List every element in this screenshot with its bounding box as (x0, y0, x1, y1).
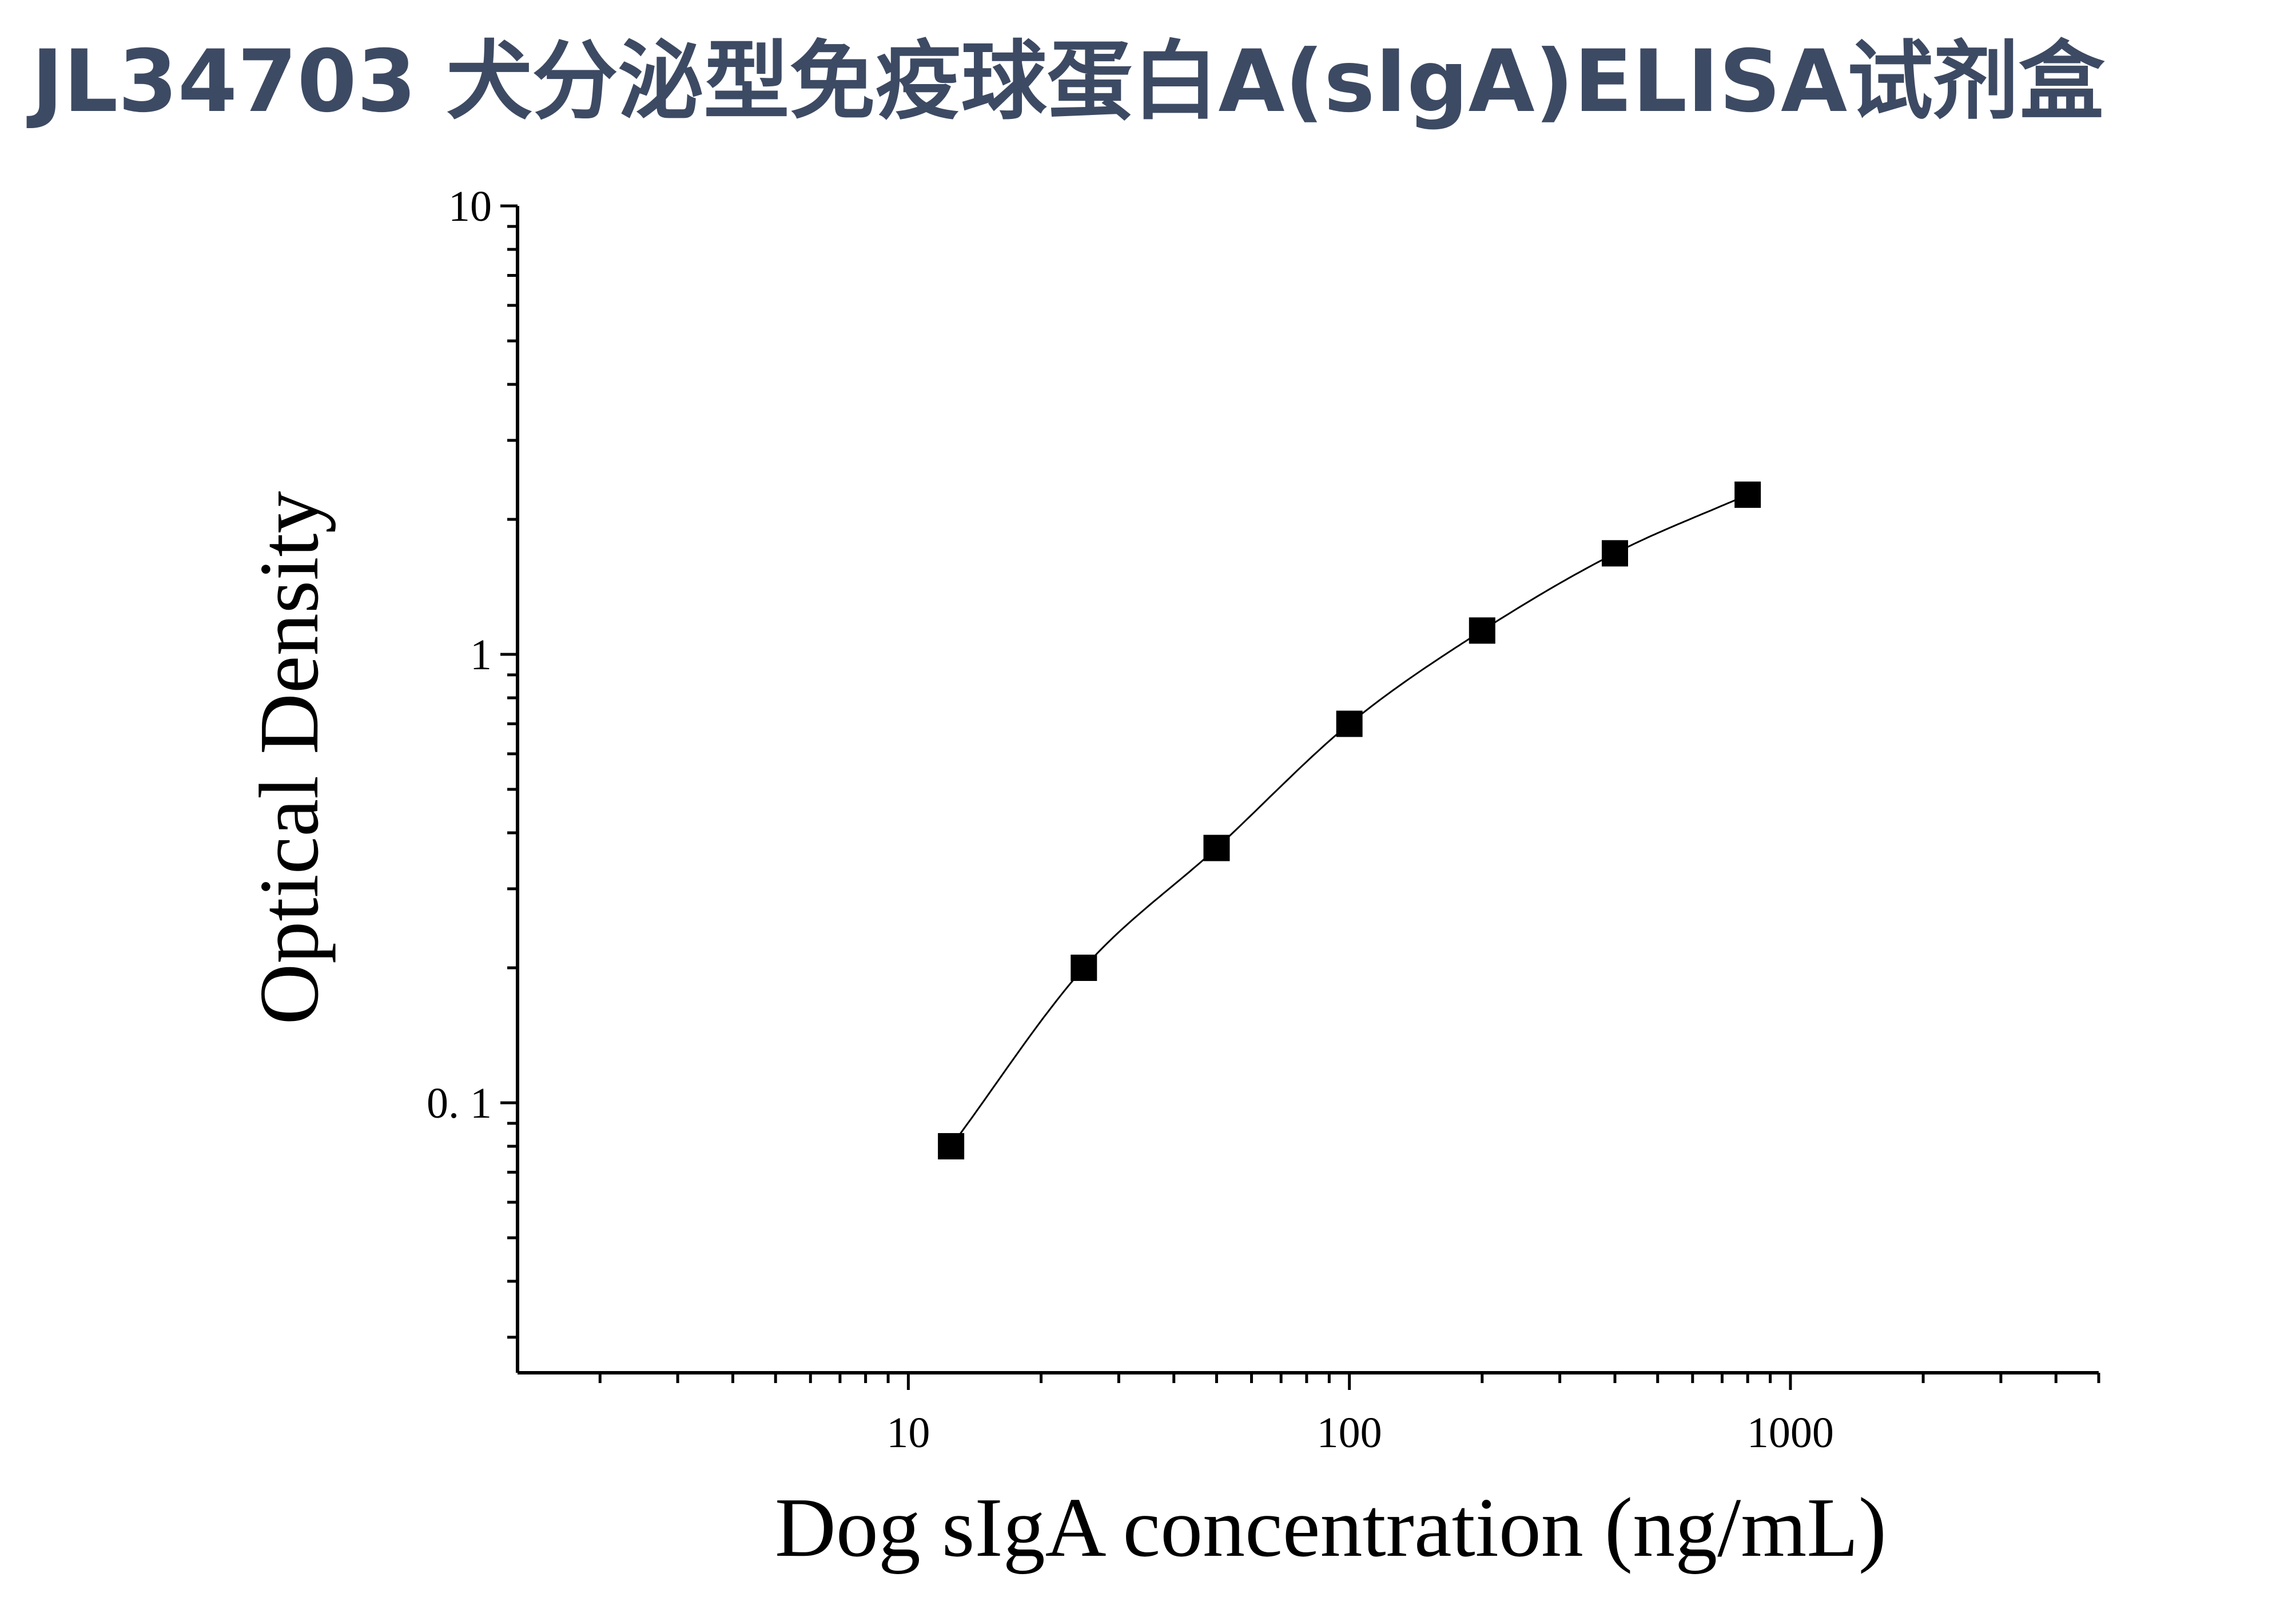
x-tick-label: 10 (886, 1409, 930, 1457)
data-point (1336, 710, 1363, 737)
x-axis-title: Dog sIgA concentration (ng/mL) (775, 1481, 1887, 1575)
fit-curve-layer (950, 494, 1748, 1147)
y-tick-label: 0. 1 (427, 1079, 492, 1127)
x-tick-label: 100 (1317, 1409, 1382, 1457)
data-point (1469, 617, 1495, 644)
fit-curve (950, 494, 1748, 1147)
data-point (1601, 540, 1628, 567)
page-title: JL34703 犬分泌型免疫球蛋白A(sIgA)ELISA试剂盒 (31, 32, 2105, 132)
axes: 10 100 1000 0. 1 1 10 (427, 182, 2100, 1457)
data-markers (938, 481, 1761, 1159)
x-tick-label: 1000 (1747, 1409, 1834, 1457)
data-point (1734, 481, 1761, 508)
data-point (938, 1133, 965, 1159)
y-tick-label: 10 (448, 182, 492, 231)
y-axis-title: Optical Density (242, 491, 336, 1024)
data-point (1071, 954, 1097, 981)
data-point (1203, 835, 1230, 861)
y-tick-label: 1 (470, 631, 492, 679)
